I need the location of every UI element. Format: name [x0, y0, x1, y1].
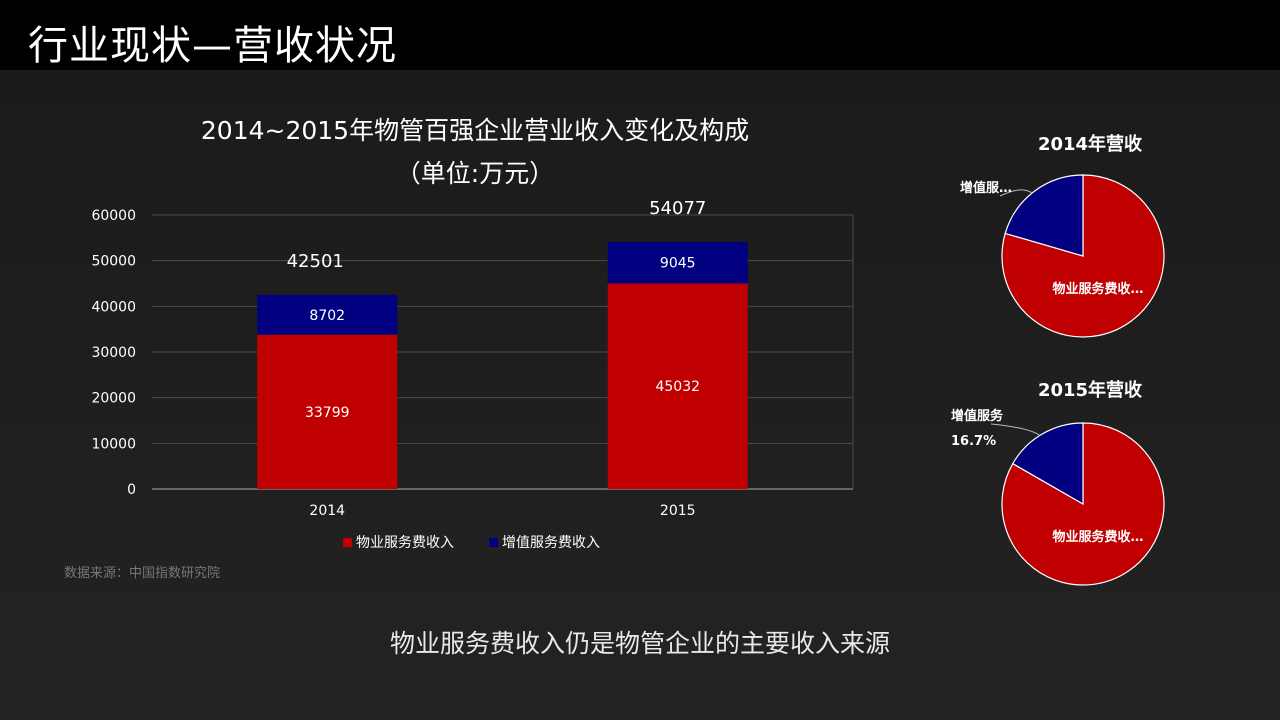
pie-2014-title: 2014年营收 — [1037, 134, 1143, 155]
bar-segment — [257, 294, 398, 335]
title-bar: 行业现状—营收状况 — [0, 0, 1280, 70]
y-tick-label: 40000 — [91, 299, 136, 315]
conclusion-text: 物业服务费收入仍是物管企业的主要收入来源 — [389, 629, 890, 658]
y-tick-label: 0 — [127, 482, 136, 498]
slice-label: 增值服务 — [951, 408, 1004, 424]
bar-segment — [257, 334, 398, 489]
leader-line — [999, 189, 1033, 197]
y-tick-label: 10000 — [91, 436, 136, 452]
slice-value-label: 16.7% — [951, 434, 996, 449]
page-title: 行业现状—营收状况 — [28, 23, 397, 69]
data-label: 8702 — [309, 308, 345, 324]
bar-segment — [607, 283, 748, 489]
slice-label: 物业服务费收… — [1052, 281, 1143, 297]
legend-label: 增值服务费收入 — [502, 535, 600, 551]
pie-slice — [1011, 422, 1084, 506]
slice-label: 增值服… — [960, 180, 1012, 196]
y-tick-label: 20000 — [91, 391, 136, 407]
bar-segment — [607, 242, 748, 284]
pie-slice — [1004, 174, 1084, 257]
chart-title: 2014~2015年物管百强企业营业收入变化及构成 — [200, 116, 750, 145]
legend-swatch — [343, 538, 352, 547]
pie-2015-title: 2015年营收 — [1037, 380, 1143, 401]
pie-2014-chart: 物业服务费收… 增值服… — [960, 174, 1165, 338]
leader-line — [990, 423, 1041, 437]
data-label: 45032 — [655, 379, 700, 395]
legend-label: 物业服务费收入 — [356, 535, 454, 551]
chart-subtitle: （单位:万元） — [395, 159, 555, 188]
y-tick-label: 50000 — [91, 254, 136, 270]
bar-chart: 0 10000 20000 30000 40000 50000 60000 33799 8702… — [91, 198, 854, 551]
x-tick-label: 2015 — [660, 503, 696, 519]
y-tick-label: 60000 — [91, 208, 136, 224]
pie-2015-chart: 物业服务费收… 增值服务 16.7% — [951, 408, 1165, 586]
data-source: 数据来源：中国指数研究院 — [64, 566, 221, 581]
y-tick-label: 30000 — [91, 345, 136, 361]
data-label: 33799 — [305, 405, 350, 421]
data-label: 9045 — [660, 256, 696, 272]
legend-swatch — [489, 538, 498, 547]
total-label: 54077 — [649, 198, 706, 219]
x-tick-label: 2014 — [309, 503, 345, 519]
total-label: 42501 — [287, 251, 344, 272]
slice-label: 物业服务费收… — [1052, 529, 1143, 545]
